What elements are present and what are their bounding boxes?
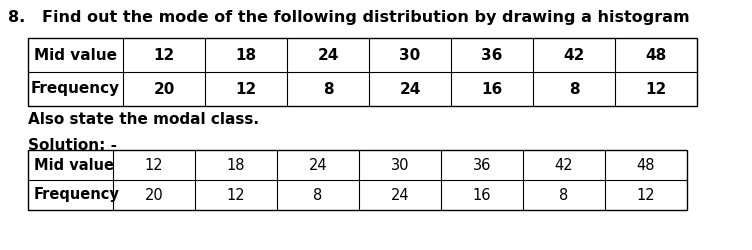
Text: 12: 12 <box>153 48 174 62</box>
Text: Solution: -: Solution: - <box>28 138 117 153</box>
Text: 8: 8 <box>314 188 323 202</box>
Text: 24: 24 <box>391 188 409 202</box>
Text: Mid value: Mid value <box>34 158 114 172</box>
Text: 12: 12 <box>144 158 163 172</box>
Text: 36: 36 <box>473 158 491 172</box>
Text: 8.: 8. <box>8 10 26 25</box>
Text: 20: 20 <box>153 82 174 96</box>
Text: 12: 12 <box>637 188 655 202</box>
Text: 24: 24 <box>308 158 327 172</box>
Text: 12: 12 <box>235 82 256 96</box>
Text: 24: 24 <box>317 48 338 62</box>
Text: 36: 36 <box>481 48 502 62</box>
Text: Mid value: Mid value <box>34 48 117 62</box>
Text: 42: 42 <box>555 158 573 172</box>
Text: 30: 30 <box>391 158 409 172</box>
Text: 12: 12 <box>645 82 666 96</box>
Text: Find out the mode of the following distribution by drawing a histogram: Find out the mode of the following distr… <box>42 10 690 25</box>
Text: 16: 16 <box>473 188 491 202</box>
Text: 12: 12 <box>226 188 245 202</box>
Bar <box>28 38 697 106</box>
Text: 8: 8 <box>559 188 569 202</box>
Text: 8: 8 <box>569 82 579 96</box>
Text: 16: 16 <box>481 82 502 96</box>
Text: 42: 42 <box>563 48 585 62</box>
Text: 48: 48 <box>637 158 655 172</box>
Text: Also state the modal class.: Also state the modal class. <box>28 112 259 127</box>
Text: Frequency: Frequency <box>31 82 120 96</box>
Bar <box>28 150 687 210</box>
Text: 8: 8 <box>323 82 333 96</box>
Text: 30: 30 <box>399 48 420 62</box>
Text: Frequency: Frequency <box>34 188 120 202</box>
Text: 20: 20 <box>144 188 163 202</box>
Text: 18: 18 <box>227 158 245 172</box>
Text: 18: 18 <box>235 48 256 62</box>
Text: 48: 48 <box>645 48 666 62</box>
Text: 24: 24 <box>399 82 420 96</box>
